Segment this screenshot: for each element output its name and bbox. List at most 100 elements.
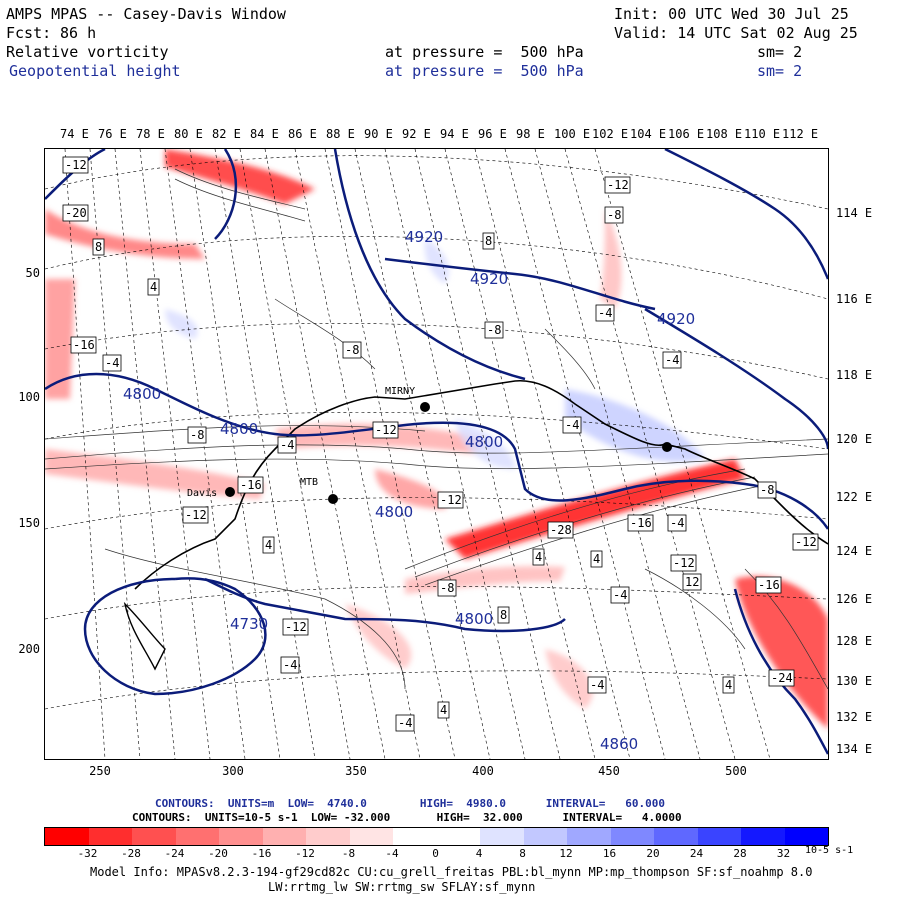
vort-label-box <box>280 656 300 674</box>
geopotential-height-contours <box>45 149 828 755</box>
vort-label: 4 <box>593 552 600 566</box>
map-plot: Davis MTB MIRNY 4920 4920 4920 4800 4800… <box>44 148 829 760</box>
vort-label: 4 <box>150 280 157 294</box>
x-tick-label: 450 <box>598 764 620 778</box>
height-labels: 4920 4920 4920 4800 4800 4800 4800 4730 … <box>123 228 695 753</box>
vort-label-box <box>722 676 735 694</box>
color-bar-swatch <box>697 828 741 845</box>
color-bar-tick: -32 <box>77 847 98 860</box>
right-longitude-label: 122 E <box>836 490 873 504</box>
vort-blue-patch <box>165 309 198 339</box>
vort-label: -12 <box>65 158 87 172</box>
vort-red-patch <box>45 209 205 259</box>
color-bar-swatch <box>480 828 524 845</box>
vorticity-labels: -12 -20 -16 -4 8 4 -8 -12 -16 4 -4 8 -8 4 -4 -12 -12 -28 -… <box>62 156 819 732</box>
top-longitude-label: 98 E <box>516 127 545 141</box>
station-east-dot <box>662 442 672 452</box>
height-label: 4800 <box>220 420 258 438</box>
vort-label: 8 <box>485 234 492 248</box>
vort-label: -12 <box>440 493 462 507</box>
color-bar-tick: 28 <box>733 847 747 860</box>
vort-label-box <box>187 426 207 444</box>
top-longitude-label: 76 E <box>98 127 127 141</box>
vort-label-box <box>497 606 510 624</box>
vort-label-box <box>482 232 495 250</box>
vorticity-contour-legend: CONTOURS: UNITS=10-5 s-1 LOW= -32.000 HI… <box>132 811 682 824</box>
color-bar-swatch <box>436 828 480 845</box>
vort-label: 4 <box>535 550 542 564</box>
vort-label-box <box>437 491 464 509</box>
top-longitude-label: 102 E <box>592 127 629 141</box>
vort-label: -4 <box>665 353 679 367</box>
station-label-davis: Davis <box>187 488 217 499</box>
height-label: 4920 <box>657 310 695 328</box>
model-info: Model Info: MPASv8.2.3-194-gf29cd82c CU:… <box>90 865 813 879</box>
y-tick-label: 150 <box>18 516 40 530</box>
field2-name: Geopotential height <box>9 62 181 80</box>
vort-red-patch <box>375 469 447 509</box>
latlon-grid <box>45 149 828 759</box>
vort-blue-patch <box>424 239 449 284</box>
vort-label-box <box>70 336 97 354</box>
vort-label: -20 <box>65 206 87 220</box>
color-bar-tick: -16 <box>251 847 272 860</box>
color-bar-tick: 16 <box>602 847 617 860</box>
color-bar-swatch <box>219 828 263 845</box>
vort-label-box <box>282 618 309 636</box>
color-bar-tick: 20 <box>646 847 660 860</box>
color-bar <box>44 827 829 846</box>
init-time: Init: 00 UTC Wed 30 Jul 25 <box>614 5 849 23</box>
right-longitude-label: 130 E <box>836 674 873 688</box>
vort-label: -4 <box>105 356 119 370</box>
model-physics: LW:rrtmg_lw SW:rrtmg_sw SFLAY:sf_mynn <box>268 880 536 894</box>
vort-label-box <box>755 576 782 594</box>
vort-label: -16 <box>73 338 95 352</box>
vort-label-box <box>262 536 275 554</box>
station-mirny-dot <box>420 402 430 412</box>
color-bar-tick: 24 <box>689 847 704 860</box>
valid-time: Valid: 14 UTC Sat 02 Aug 25 <box>614 24 858 42</box>
right-longitude-label: 116 E <box>836 292 873 306</box>
vort-label-box <box>147 278 160 296</box>
color-bar-swatch <box>88 828 132 845</box>
top-longitude-label: 108 E <box>706 127 743 141</box>
x-tick-label: 350 <box>345 764 367 778</box>
height-contour-legend: CONTOURS: UNITS=m LOW= 4740.0 HIGH= 4980… <box>155 797 665 810</box>
height-label: 4800 <box>123 385 161 403</box>
color-bar-tick: -8 <box>341 847 356 860</box>
top-longitude-label: 112 E <box>782 127 819 141</box>
vort-label: -8 <box>190 428 204 442</box>
height-label: 4920 <box>470 270 508 288</box>
x-tick-label: 300 <box>222 764 244 778</box>
vort-label-box <box>547 521 574 539</box>
top-longitude-label: 92 E <box>402 127 431 141</box>
y-tick-label: 50 <box>25 266 40 280</box>
height-label: 4730 <box>230 615 268 633</box>
vort-label-box <box>604 206 624 224</box>
vort-label: 8 <box>95 240 102 254</box>
x-tick-label: 500 <box>725 764 747 778</box>
vort-label: -16 <box>240 478 262 492</box>
color-bar-tick: -20 <box>208 847 228 860</box>
vort-label-box <box>768 669 795 687</box>
station-label-mirny: MIRNY <box>385 386 415 397</box>
color-bar-swatch <box>654 828 698 845</box>
color-bar-swatch <box>610 828 654 845</box>
color-bar-swatch <box>393 828 437 845</box>
vort-label: -12 <box>795 535 817 549</box>
vort-label-box <box>604 176 631 194</box>
x-tick-label: 250 <box>89 764 111 778</box>
vort-label: 4 <box>725 678 732 692</box>
color-bar-swatch <box>349 828 393 845</box>
y-tick-label: 100 <box>18 390 40 404</box>
vort-label: -16 <box>758 578 780 592</box>
top-longitude-label: 100 E <box>554 127 591 141</box>
antarctic-coastline <box>134 379 828 590</box>
vort-label: -8 <box>487 323 501 337</box>
y-tick-label: 200 <box>18 642 40 656</box>
color-bar-tick: -28 <box>121 847 141 860</box>
vort-label: 12 <box>685 575 699 589</box>
station-mtb-dot <box>328 494 338 504</box>
vort-label: -4 <box>283 658 297 672</box>
vort-label: -4 <box>565 418 579 432</box>
